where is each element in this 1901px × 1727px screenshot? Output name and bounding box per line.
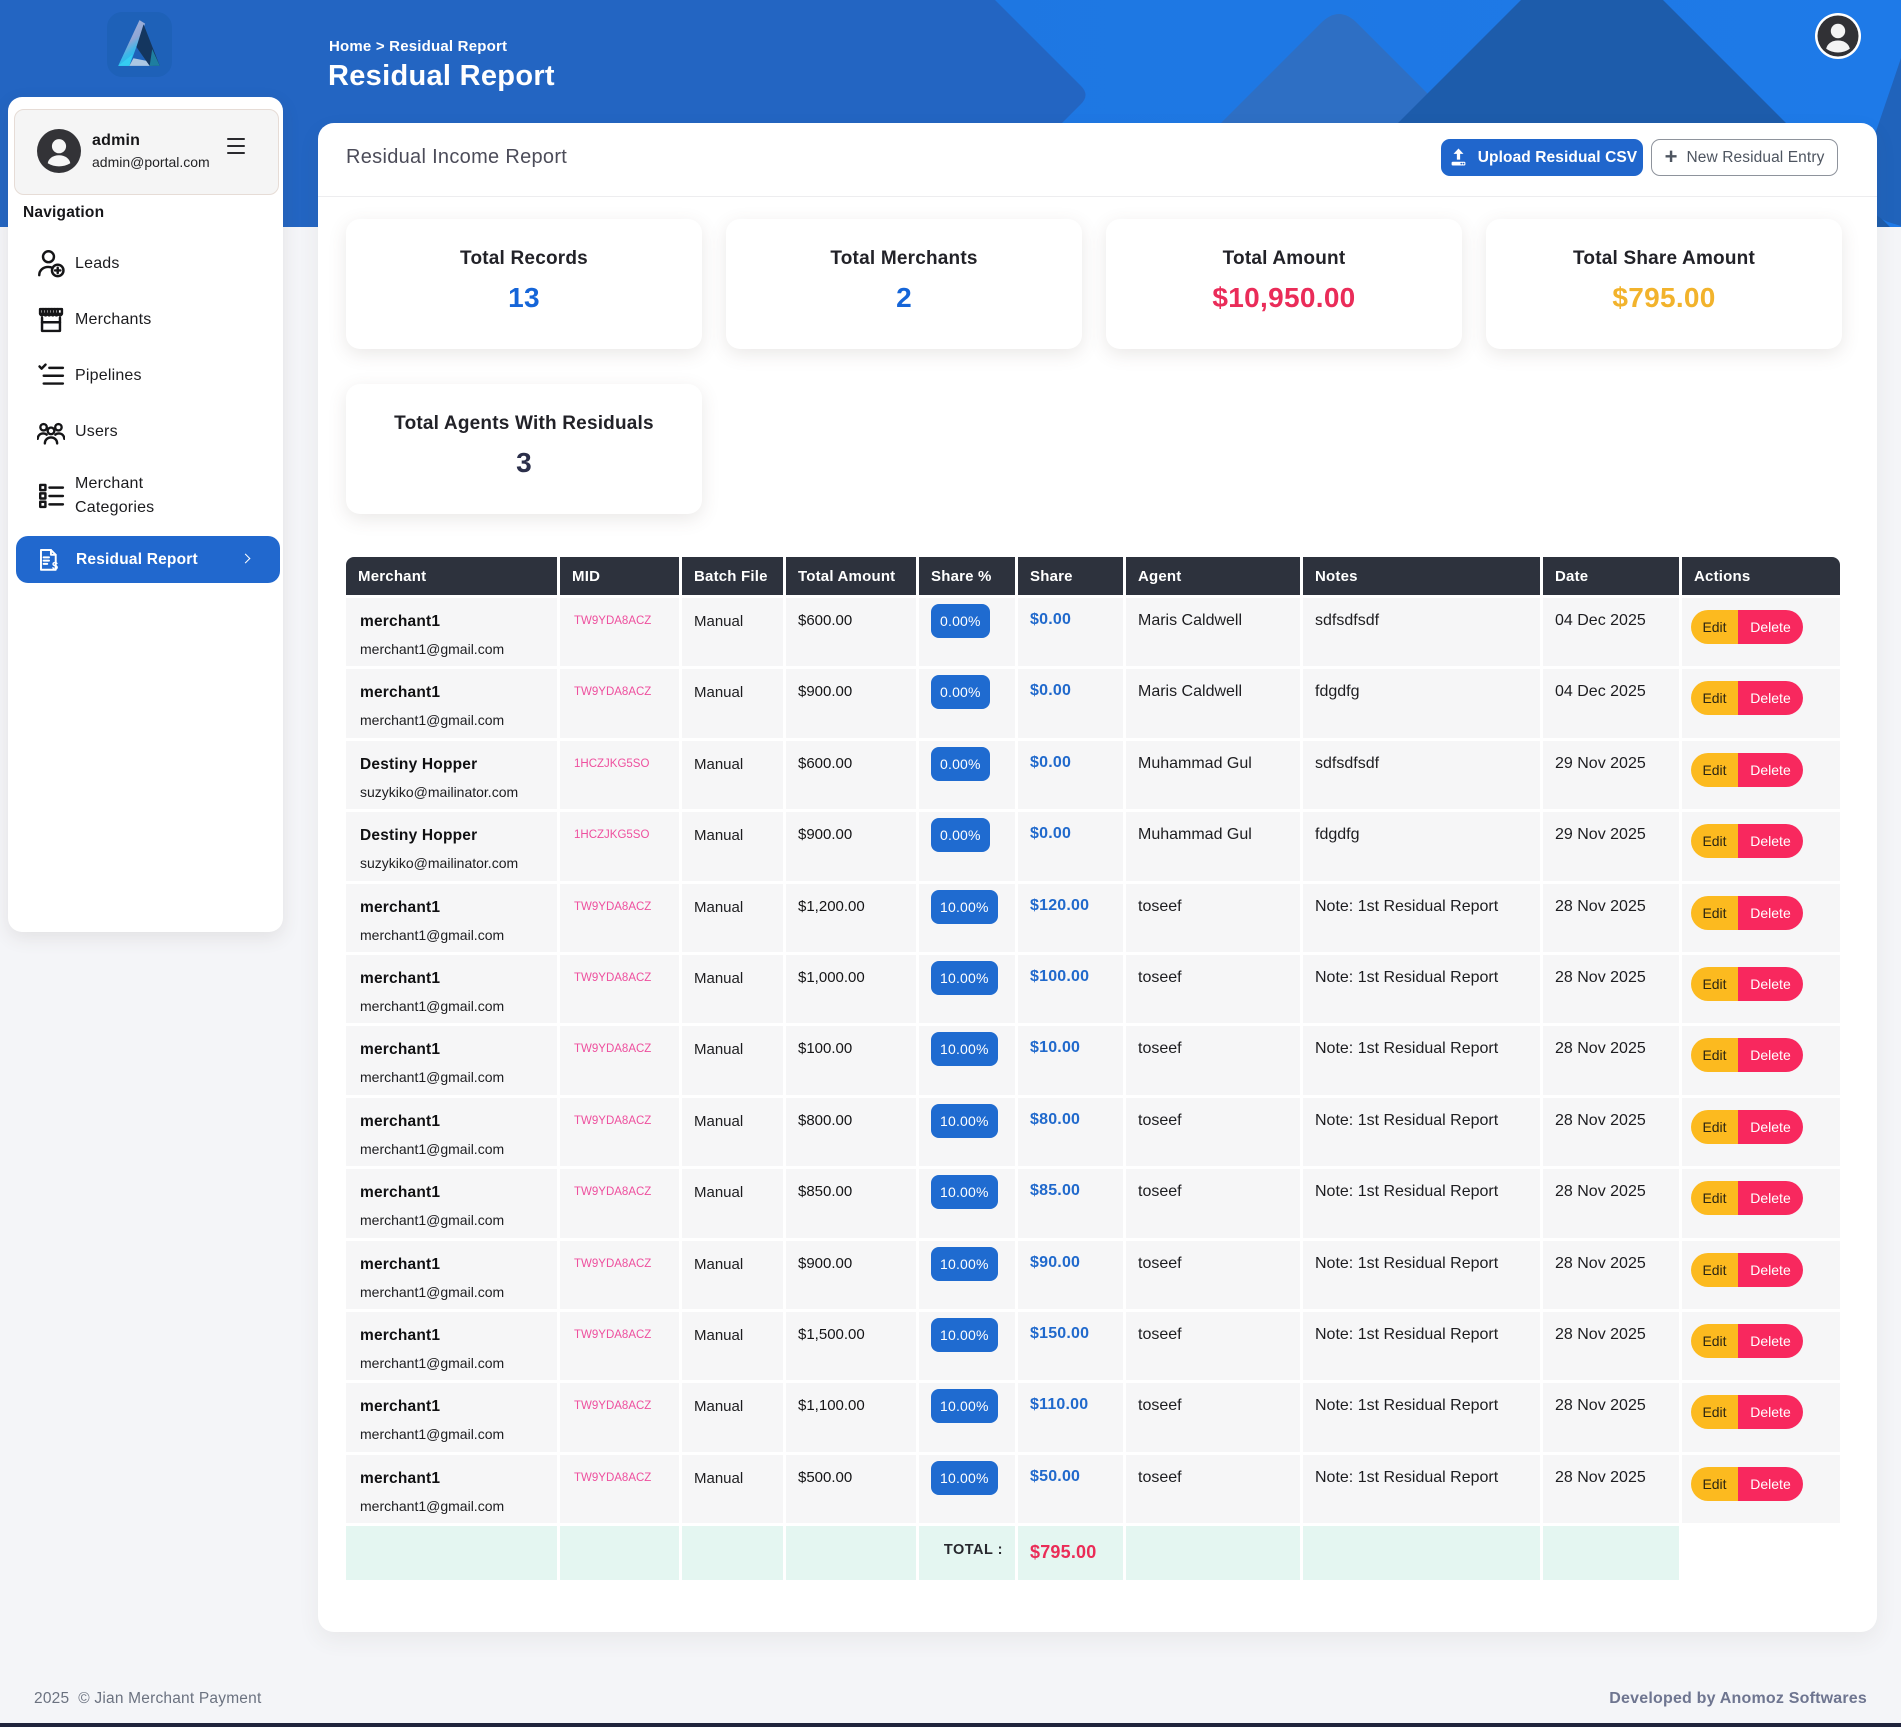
svg-text:$: $ <box>52 560 58 572</box>
